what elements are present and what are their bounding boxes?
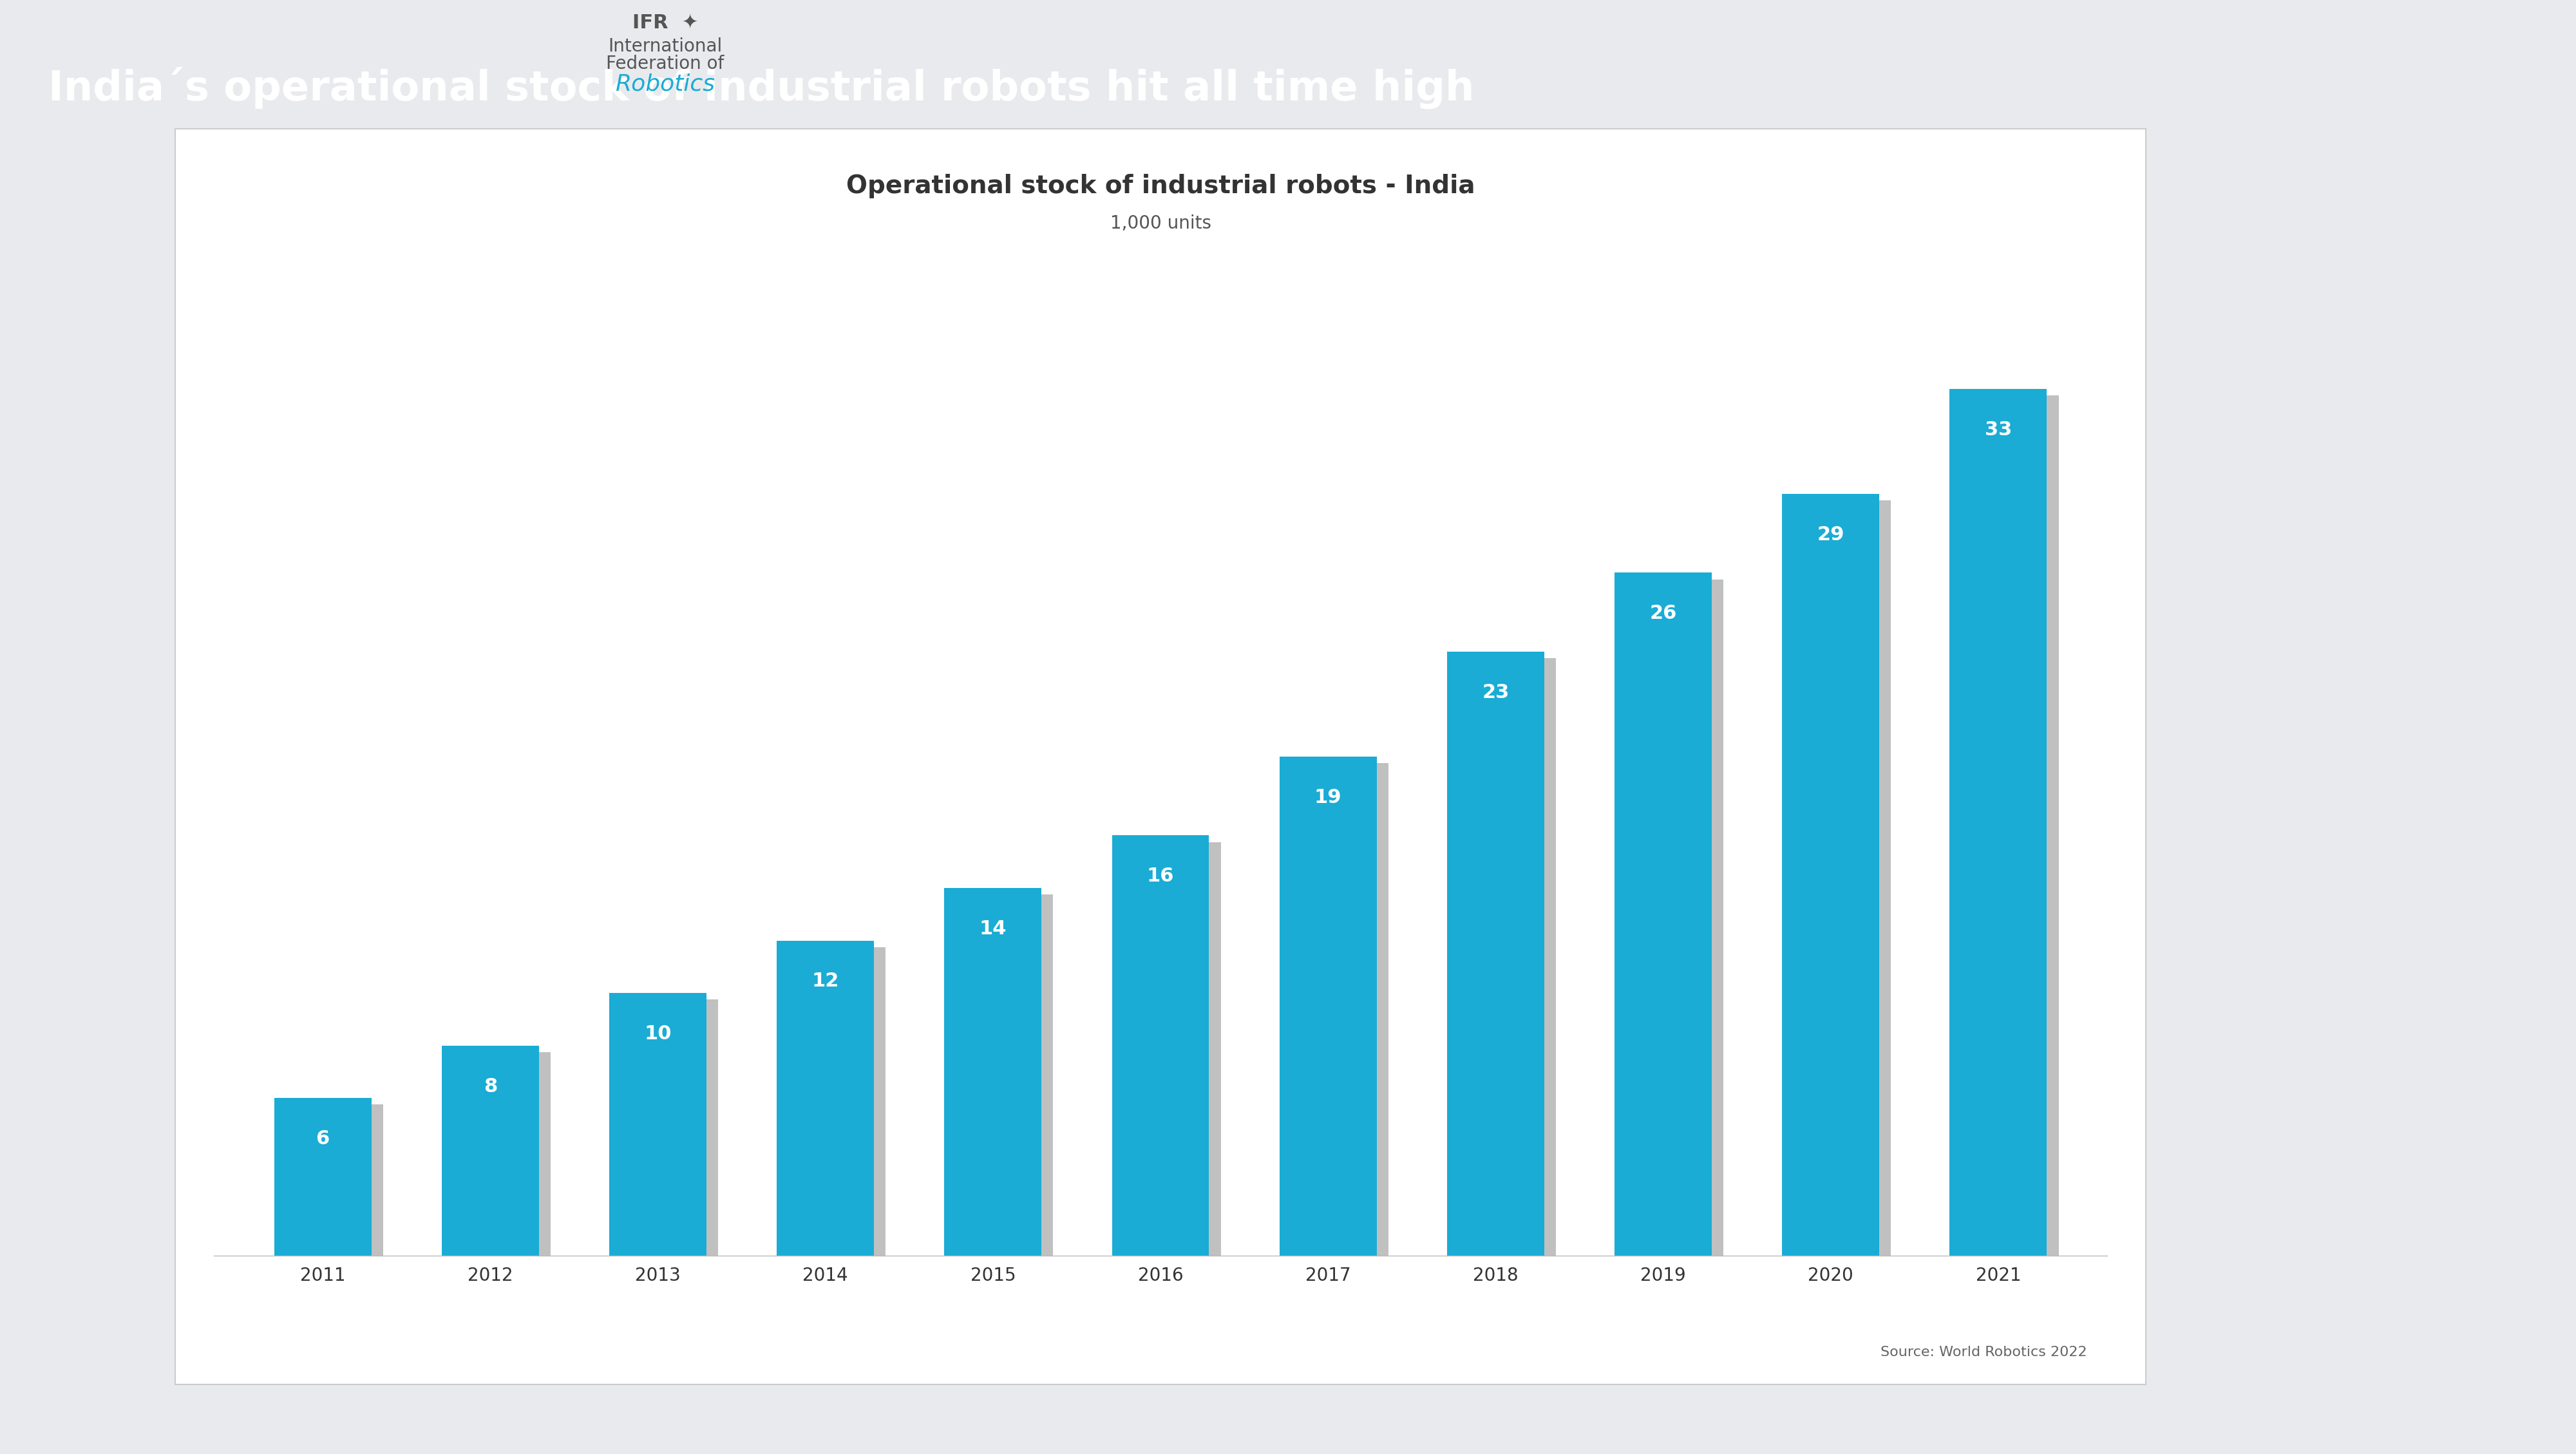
Bar bbox=[1793, 500, 1891, 1262]
Text: Robotics: Robotics bbox=[616, 73, 716, 95]
Bar bbox=[945, 888, 1041, 1256]
Bar bbox=[956, 894, 1054, 1262]
Text: Federation of: Federation of bbox=[605, 55, 724, 73]
Bar bbox=[1615, 573, 1710, 1256]
Text: 12: 12 bbox=[811, 973, 840, 990]
Text: 29: 29 bbox=[1816, 525, 1844, 544]
Text: Source: World Robotics 2022: Source: World Robotics 2022 bbox=[1880, 1346, 2087, 1358]
Bar bbox=[621, 999, 719, 1262]
Text: International: International bbox=[608, 38, 721, 55]
Bar bbox=[1960, 395, 2058, 1262]
Text: 10: 10 bbox=[644, 1025, 672, 1043]
Text: 8: 8 bbox=[484, 1077, 497, 1096]
Bar bbox=[453, 1053, 551, 1262]
Bar bbox=[1123, 842, 1221, 1262]
Bar bbox=[273, 1098, 371, 1256]
Text: 16: 16 bbox=[1146, 867, 1175, 885]
Bar bbox=[1280, 756, 1376, 1256]
Bar bbox=[286, 1105, 384, 1262]
Bar bbox=[1625, 579, 1723, 1262]
Text: India´s operational stock of industrial robots hit all time high: India´s operational stock of industrial … bbox=[49, 67, 1473, 109]
Bar bbox=[1783, 494, 1880, 1256]
Text: 19: 19 bbox=[1314, 788, 1342, 807]
Bar bbox=[1291, 763, 1388, 1262]
Text: 14: 14 bbox=[979, 919, 1007, 938]
Bar bbox=[778, 941, 873, 1256]
Text: 23: 23 bbox=[1481, 683, 1510, 702]
Text: Operational stock of industrial robots - India: Operational stock of industrial robots -… bbox=[845, 173, 1476, 198]
Text: 6: 6 bbox=[317, 1130, 330, 1149]
Text: 33: 33 bbox=[1984, 420, 2012, 439]
Text: IFR  ✦: IFR ✦ bbox=[631, 13, 698, 32]
Bar bbox=[611, 993, 706, 1256]
Bar bbox=[1448, 651, 1543, 1256]
Text: 1,000 units: 1,000 units bbox=[1110, 214, 1211, 233]
Bar bbox=[1113, 836, 1208, 1256]
Bar bbox=[1950, 388, 2048, 1256]
Text: 26: 26 bbox=[1649, 605, 1677, 622]
Bar bbox=[788, 947, 886, 1262]
Bar bbox=[440, 1045, 538, 1256]
Bar bbox=[1458, 659, 1556, 1262]
